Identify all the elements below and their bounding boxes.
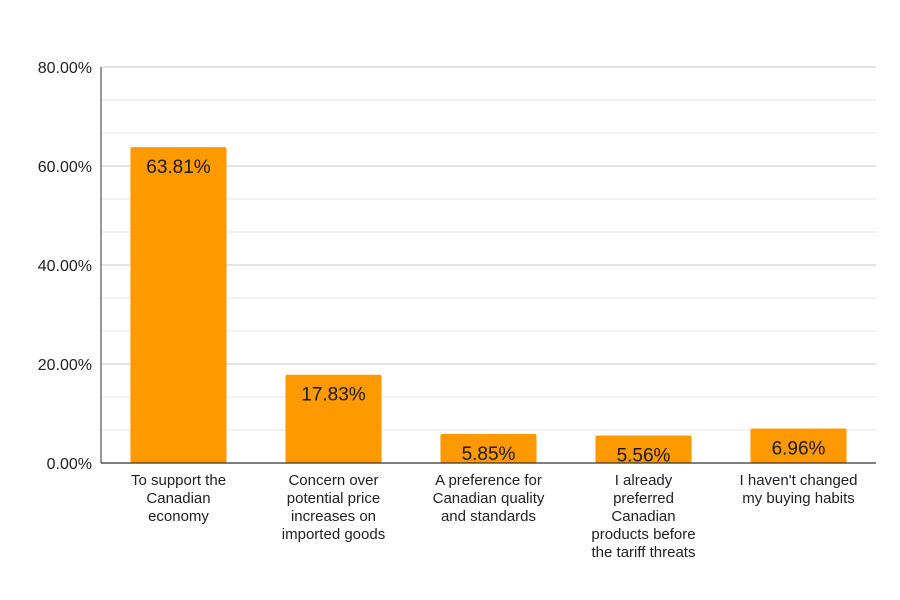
y-axis-tick-labels: 0.00% 20.00% 40.00% 60.00% 80.00%: [38, 60, 92, 473]
bar: [595, 435, 692, 463]
x-category-label: A preference for Canadian quality and stan…: [433, 472, 545, 525]
y-tick-label: 60.00%: [38, 159, 92, 176]
data-label: 63.81%: [146, 157, 211, 178]
x-category-label: I already preferred Canadian products befor…: [591, 472, 695, 561]
bar: [130, 147, 227, 463]
x-category-label: I haven't changed my buying habits: [740, 472, 858, 507]
axes: [100, 67, 876, 464]
data-label: 5.56%: [617, 445, 671, 466]
y-tick-label: 80.00%: [38, 60, 92, 77]
x-axis-category-labels: To support the Canadian economy Concern ove…: [131, 472, 858, 561]
bar: [440, 434, 537, 463]
data-label: 5.85%: [462, 444, 516, 465]
data-label: 17.83%: [301, 385, 366, 406]
x-category-label: Concern over potential price increases on i…: [282, 472, 385, 543]
y-tick-label: 40.00%: [38, 258, 92, 275]
data-label: 6.96%: [772, 439, 826, 460]
bar: [285, 374, 382, 463]
x-category-label: To support the Canadian economy: [131, 472, 226, 525]
grid-lines: [101, 66, 876, 431]
y-tick-label: 0.00%: [47, 456, 92, 473]
bars: [130, 147, 847, 463]
data-labels: 63.81% 17.83% 5.85% 5.56% 6.96%: [146, 157, 825, 466]
y-tick-label: 20.00%: [38, 357, 92, 374]
bar: [750, 428, 847, 463]
